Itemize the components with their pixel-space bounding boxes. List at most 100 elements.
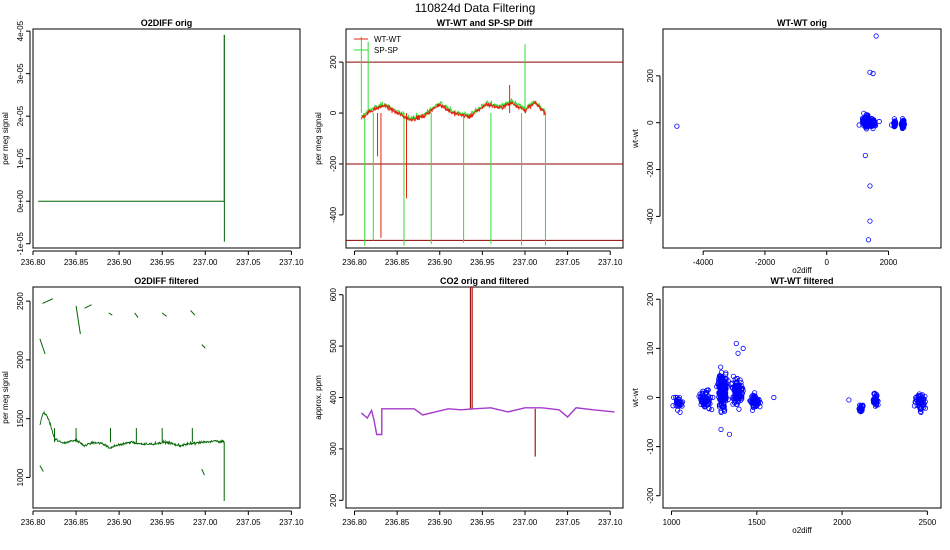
p2-x-tick-label: 237.00 [513, 258, 538, 267]
p6-axes: WT-WT filtered 1000 1500 2000 2500 -200 -100 0 1… [631, 276, 942, 535]
p6-scatter-point [911, 403, 918, 409]
p3-scatter-point [870, 70, 876, 77]
p2-legend: WT-WT SP-SP [354, 35, 401, 55]
p3-axes: WT-WT orig-4000 -2000 0 2000-400-2000200wt-… [631, 18, 942, 275]
page-title: 110824d Data Filtering [415, 1, 536, 15]
p6-scatter-point [677, 409, 683, 415]
p3-y-tick-label: -200 [646, 161, 655, 178]
chart-panels: O2DIFF orig 236.80 236.85 236.90 236.95 237.0… [1, 18, 942, 535]
p1-x-tick-label: 236.95 [150, 258, 175, 267]
p6-scatter-point [873, 394, 880, 400]
p1-y-tick-label: 3e-05 [16, 63, 25, 84]
p4-o2diff-segment [75, 305, 81, 335]
p6-scatter-point [735, 350, 741, 356]
p4-o2diff-segment [39, 338, 46, 355]
p3-scatter-point [867, 218, 873, 224]
p1-y-tick-label: 1e-05 [16, 148, 25, 169]
p6-scatter-point [739, 396, 745, 402]
p6-scatter-point [750, 402, 756, 408]
p3-y-tick-label: 200 [646, 69, 655, 83]
p5-y-tick-label: 600 [329, 287, 338, 301]
p5-y-axis-label: approx. ppm [314, 375, 323, 420]
p6-y-tick-label: 100 [646, 341, 655, 355]
p1-x-tick-label: 237.00 [193, 258, 218, 267]
p5-axes: CO2 orig and filtered 236.80 236.85 236.90 2… [314, 276, 624, 527]
p2-title: WT-WT and SP-SP Diff [437, 18, 534, 28]
p3-scatter-point [876, 118, 882, 125]
p6-scatter-point [697, 391, 703, 397]
p6-x-tick-label: 2000 [833, 518, 851, 527]
p2-x-tick-label: 237.05 [555, 258, 580, 267]
p4-axes: O2DIFF filtered 236.80 236.85 236.90 236.95 2… [1, 276, 304, 527]
p6-scatter-point [740, 345, 746, 351]
p6-scatter-point [709, 406, 715, 413]
p4-o2diff-segment [134, 312, 139, 318]
p2-y-tick-label: 200 [329, 55, 338, 69]
p6-scatter-point [771, 394, 777, 401]
p3-scatter-point [892, 123, 898, 129]
p4-o2diff-segment [201, 344, 206, 349]
p6-plot-frame [662, 286, 942, 509]
p6-scatter-point [718, 408, 724, 414]
p6-scatter-point [736, 395, 742, 401]
p6-scatter-point [737, 389, 743, 395]
p6-scatter-point [699, 397, 705, 403]
p2-axes: WT-WT and SP-SP Diff 236.80 236.85 236.90 23… [314, 18, 624, 267]
p3-scatter-point [866, 122, 873, 128]
p3-x-tick-label: -2000 [755, 258, 776, 267]
p6-y-tick-label: -100 [646, 438, 655, 455]
p2-x-tick-label: 236.80 [342, 258, 367, 267]
p2-plot-frame [345, 28, 624, 249]
p4-o2diff-segment [108, 312, 113, 316]
p6-scatter-point [735, 399, 741, 405]
p2-y-tick-label: -400 [329, 206, 338, 223]
p6-scatter-point [720, 379, 726, 385]
p6-scatter-point [920, 402, 927, 408]
p6-scatter-point [671, 394, 677, 401]
p6-scatter-point [872, 403, 879, 409]
p1-x-tick-label: 236.90 [107, 258, 132, 267]
p4-o2diff-segment [42, 298, 54, 304]
p6-scatter-point [707, 397, 713, 403]
p3-scatter-point [864, 115, 870, 121]
p5-x-tick-label: 236.80 [342, 518, 367, 527]
p2-x-tick-label: 236.85 [385, 258, 410, 267]
p3-scatter-point [856, 122, 862, 128]
p6-y-tick-label: 0 [646, 395, 655, 400]
p6-scatter-point [917, 406, 923, 412]
p5-x-tick-label: 237.00 [513, 518, 538, 527]
p3-scatter-point [899, 120, 905, 126]
p6-scatter-point [749, 407, 756, 413]
p1-y-axis-label: per meg signal [1, 112, 10, 165]
p6-title: WT-WT filtered [771, 276, 834, 286]
p6-y-axis-label: wt-wt [631, 387, 640, 407]
p6-scatter-point [913, 396, 919, 403]
p1-y-tick-label: -1e-05 [16, 232, 25, 256]
p1-x-tick-label: 237.05 [236, 258, 261, 267]
p6-scatter-point [701, 403, 708, 409]
p5-x-tick-label: 236.90 [428, 518, 453, 527]
p4-o2diff-segment [201, 469, 205, 476]
p4-o2diff-segment [39, 465, 44, 472]
p6-scatter-point [858, 407, 864, 413]
p6-y-tick-label: 200 [646, 292, 655, 306]
p2-legend-sp-sp-label: SP-SP [374, 46, 398, 55]
p6-scatter-point [721, 408, 728, 414]
p6-scatter-point [718, 426, 724, 433]
p6-scatter-point [736, 385, 742, 392]
p3-scatter-point [900, 123, 906, 129]
p6-scatter-point [846, 397, 852, 403]
p3-scatter-point [865, 237, 872, 243]
p3-points [674, 33, 908, 243]
p5-plot-frame [345, 286, 624, 509]
p5-co2-filtered-line [360, 407, 615, 436]
p6-x-tick-label: 2500 [918, 518, 936, 527]
p3-scatter-point [861, 120, 867, 126]
p4-y-tick-label: 1500 [16, 409, 25, 427]
p4-x-tick-label: 237.05 [236, 518, 261, 527]
p6-scatter-point [718, 394, 725, 400]
p1-y-tick-label: 4e-05 [16, 20, 25, 41]
p6-scatter-point [751, 394, 757, 401]
p1-y-tick-label: 2e-05 [16, 105, 25, 126]
